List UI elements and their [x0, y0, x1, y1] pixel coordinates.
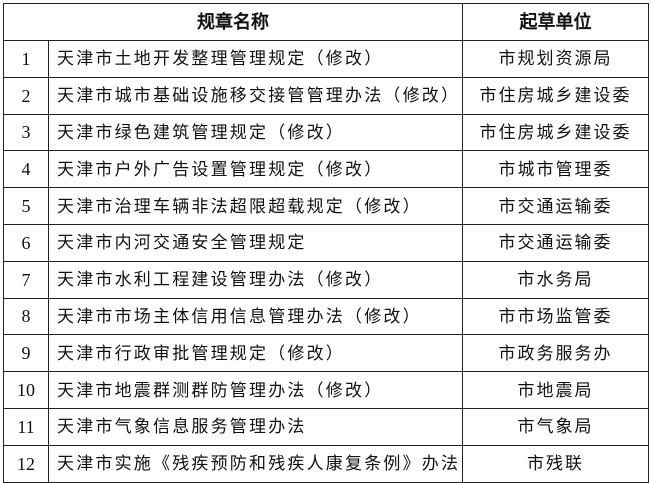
regulation-name: 天津市治理车辆非法超限超载规定（修改） [48, 187, 463, 225]
row-number: 11 [3, 407, 49, 446]
table-row: 8 天津市市场主体信用信息管理办法（修改） 市市场监管委 [3, 297, 649, 336]
drafting-unit: 市残联 [462, 444, 649, 483]
regulation-name: 天津市土地开发整理管理规定（修改） [48, 40, 463, 78]
row-number: 7 [3, 260, 49, 299]
regulation-name: 天津市行政审批管理规定（修改） [48, 334, 463, 373]
drafting-unit: 市住房城乡建设委 [462, 76, 649, 115]
table-row: 11 天津市气象信息服务管理办法 市气象局 [3, 407, 649, 446]
drafting-unit: 市市场监管委 [462, 297, 649, 336]
regulation-name: 天津市内河交通安全管理规定 [48, 223, 463, 262]
regulation-name: 天津市地震群测群防管理办法（修改） [48, 371, 463, 409]
row-number: 2 [3, 76, 49, 115]
header-row: 规章名称 起草单位 [3, 3, 649, 41]
row-number: 4 [3, 150, 49, 189]
regulation-name: 天津市气象信息服务管理办法 [48, 407, 463, 446]
table-row: 10 天津市地震群测群防管理办法（修改） 市地震局 [3, 371, 649, 409]
row-number: 1 [3, 40, 49, 78]
drafting-unit: 市交通运输委 [462, 187, 649, 225]
regulation-name: 天津市户外广告设置管理规定（修改） [48, 150, 463, 189]
row-number: 10 [3, 371, 49, 409]
row-number: 12 [3, 444, 49, 483]
table-row: 7 天津市水利工程建设管理办法（修改） 市水务局 [3, 260, 649, 299]
drafting-unit: 市交通运输委 [462, 223, 649, 262]
drafting-unit: 市住房城乡建设委 [462, 113, 649, 152]
drafting-unit: 市气象局 [462, 407, 649, 446]
table-row: 3 天津市绿色建筑管理规定（修改） 市住房城乡建设委 [3, 113, 649, 152]
header-name: 规章名称 [3, 3, 463, 41]
drafting-unit: 市地震局 [462, 371, 649, 409]
table-row: 5 天津市治理车辆非法超限超载规定（修改） 市交通运输委 [3, 187, 649, 225]
row-number: 6 [3, 223, 49, 262]
table-row: 6 天津市内河交通安全管理规定 市交通运输委 [3, 223, 649, 262]
regulation-name: 天津市实施《残疾预防和残疾人康复条例》办法 [48, 444, 463, 483]
regulations-table: 规章名称 起草单位 1 天津市土地开发整理管理规定（修改） 市规划资源局 2 天津市城市… [3, 3, 649, 483]
row-number: 9 [3, 334, 49, 373]
table-row: 9 天津市行政审批管理规定（修改） 市政务服务办 [3, 334, 649, 373]
row-number: 8 [3, 297, 49, 336]
drafting-unit: 市政务服务办 [462, 334, 649, 373]
regulation-name: 天津市市场主体信用信息管理办法（修改） [48, 297, 463, 336]
table-row: 4 天津市户外广告设置管理规定（修改） 市城市管理委 [3, 150, 649, 189]
drafting-unit: 市城市管理委 [462, 150, 649, 189]
regulation-name: 天津市绿色建筑管理规定（修改） [48, 113, 463, 152]
regulation-name: 天津市城市基础设施移交接管管理办法（修改） [48, 76, 463, 115]
drafting-unit: 市规划资源局 [462, 40, 649, 78]
row-number: 5 [3, 187, 49, 225]
header-unit: 起草单位 [462, 3, 649, 41]
drafting-unit: 市水务局 [462, 260, 649, 299]
table-row: 2 天津市城市基础设施移交接管管理办法（修改） 市住房城乡建设委 [3, 76, 649, 115]
regulation-name: 天津市水利工程建设管理办法（修改） [48, 260, 463, 299]
table-row: 1 天津市土地开发整理管理规定（修改） 市规划资源局 [3, 40, 649, 78]
table-row: 12 天津市实施《残疾预防和残疾人康复条例》办法 市残联 [3, 444, 649, 483]
row-number: 3 [3, 113, 49, 152]
